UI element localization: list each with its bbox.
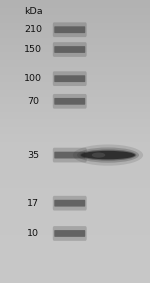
FancyBboxPatch shape: [53, 196, 87, 211]
FancyBboxPatch shape: [54, 46, 85, 53]
Text: 35: 35: [27, 151, 39, 160]
Text: 10: 10: [27, 229, 39, 238]
Ellipse shape: [73, 145, 143, 166]
FancyBboxPatch shape: [54, 26, 85, 33]
Text: 100: 100: [24, 74, 42, 83]
Ellipse shape: [92, 153, 105, 158]
Text: kDa: kDa: [24, 7, 42, 16]
Ellipse shape: [77, 147, 139, 163]
FancyBboxPatch shape: [53, 94, 87, 109]
Text: 70: 70: [27, 97, 39, 106]
Text: 150: 150: [24, 45, 42, 54]
FancyBboxPatch shape: [54, 75, 85, 82]
FancyBboxPatch shape: [53, 71, 87, 86]
FancyBboxPatch shape: [54, 200, 85, 207]
FancyBboxPatch shape: [54, 152, 85, 158]
FancyBboxPatch shape: [53, 226, 87, 241]
Text: 210: 210: [24, 25, 42, 34]
FancyBboxPatch shape: [53, 148, 87, 162]
FancyBboxPatch shape: [53, 42, 87, 57]
Ellipse shape: [81, 151, 135, 159]
Text: 17: 17: [27, 199, 39, 208]
FancyBboxPatch shape: [54, 230, 85, 237]
FancyBboxPatch shape: [53, 22, 87, 37]
FancyBboxPatch shape: [54, 98, 85, 105]
Ellipse shape: [80, 150, 136, 161]
